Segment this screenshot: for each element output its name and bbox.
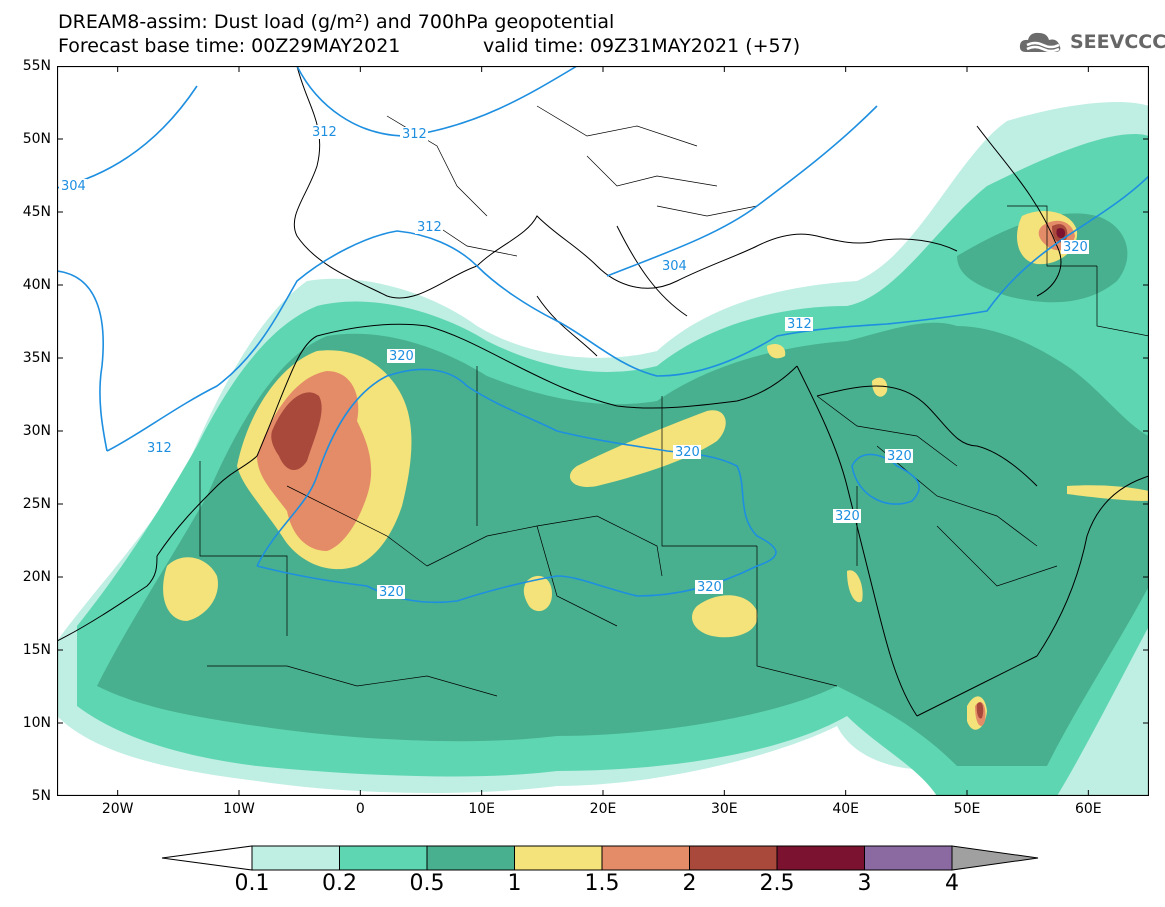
dust-load-map: 312 312 312 312 312 304 304 320 320 320 320 320 320 3… (57, 66, 1149, 796)
contour-label: 320 (695, 580, 723, 595)
lat-label: 40N (22, 277, 51, 293)
colorbar-segment (689, 845, 778, 871)
lon-ticks (117, 66, 1089, 796)
colorbar-segment (864, 845, 953, 871)
dust-layer-2-5 (1056, 228, 1066, 239)
contour-labels: 312 312 312 312 312 304 304 320 320 320 320 320 320 3… (59, 125, 1089, 600)
contour-label: 304 (660, 259, 688, 274)
svg-text:320: 320 (389, 349, 414, 364)
contour-label: 304 (59, 179, 87, 194)
contour-label: 320 (377, 585, 405, 600)
lat-label: 25N (22, 496, 51, 512)
colorbar-segment (601, 845, 690, 871)
valid-time: valid time: 09Z31MAY2021 (+57) (483, 35, 801, 57)
svg-text:312: 312 (312, 125, 337, 140)
lon-label: 60E (1074, 801, 1102, 817)
lat-label: 45N (22, 204, 51, 220)
svg-text:320: 320 (697, 580, 722, 595)
lon-label: 20W (101, 801, 134, 817)
lon-label: 20E (589, 801, 617, 817)
svg-text:312: 312 (417, 220, 442, 235)
svg-text:304: 304 (662, 259, 687, 274)
svg-text:304: 304 (61, 179, 86, 194)
colorbar-label: 0.5 (409, 871, 445, 896)
colorbar-segment (426, 845, 515, 871)
lat-label: 50N (22, 131, 51, 147)
svg-text:312: 312 (787, 317, 812, 332)
lat-label: 15N (22, 642, 51, 658)
contour-label: 320 (387, 349, 415, 364)
svg-text:320: 320 (835, 509, 860, 524)
svg-text:320: 320 (1063, 240, 1088, 255)
contour-label: 312 (145, 441, 173, 456)
svg-text:320: 320 (675, 445, 700, 460)
lon-label: 10E (468, 801, 495, 817)
lon-label: 50E (953, 801, 981, 817)
svg-text:312: 312 (402, 127, 427, 142)
colorbar-label: 1 (507, 871, 522, 896)
map-title: DREAM8-assim: Dust load (g/m²) and 700hP… (58, 11, 615, 33)
coastlines (57, 66, 1149, 717)
contour-label: 312 (415, 220, 443, 235)
colorbar-segment (514, 845, 603, 871)
colorbar-label: 2 (682, 871, 697, 896)
svg-text:320: 320 (379, 585, 404, 600)
colorbar-label: 0.2 (322, 871, 357, 896)
colorbar-segment (339, 845, 428, 871)
logo-text: SEEVCCC (1070, 31, 1165, 53)
colorbar-label: 1.5 (584, 871, 620, 896)
colorbar-segment (251, 845, 340, 871)
colorbar-segment (776, 845, 865, 871)
colorbar-high-arrow (951, 845, 1039, 871)
colorbar-low-arrow (161, 845, 253, 871)
svg-text:312: 312 (147, 441, 172, 456)
cloud-logo-icon (1019, 32, 1061, 53)
lat-label: 20N (22, 569, 51, 585)
lat-label: 5N (31, 788, 51, 804)
colorbar-label: 2.5 (759, 871, 795, 896)
forecast-base-time: Forecast base time: 00Z29MAY2021 (58, 35, 401, 57)
contour-label: 320 (833, 509, 861, 524)
lat-label: 35N (22, 350, 51, 366)
lon-label: 0 (355, 801, 365, 817)
contour-label: 312 (310, 125, 338, 140)
lat-label: 55N (22, 58, 51, 74)
lon-label: 10W (223, 801, 255, 817)
colorbar-label: 0.1 (234, 871, 270, 896)
lat-ticks (57, 66, 1149, 796)
lon-label: 40E (832, 801, 859, 817)
contour-label: 320 (885, 449, 913, 464)
dust-colorbar (161, 845, 1039, 871)
contour-label: 320 (1061, 240, 1089, 255)
seevccc-logo: SEEVCCC (1018, 28, 1165, 56)
geopotential-contours (57, 66, 1149, 604)
colorbar-label: 3 (857, 871, 872, 896)
svg-text:320: 320 (887, 449, 912, 464)
contour-label: 320 (673, 445, 701, 460)
colorbar-label: 4 (945, 871, 959, 896)
contour-label: 312 (400, 127, 428, 142)
lat-label: 30N (22, 423, 51, 439)
lon-label: 30E (710, 801, 738, 817)
contour-label: 312 (785, 317, 813, 332)
lat-label: 10N (22, 715, 51, 731)
